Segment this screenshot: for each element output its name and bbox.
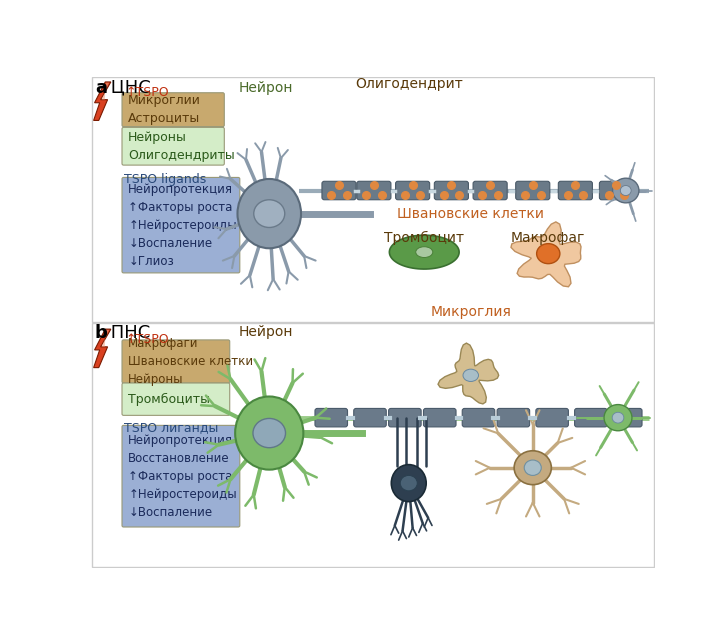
Text: Нейрон: Нейрон <box>238 81 293 95</box>
FancyBboxPatch shape <box>574 408 607 427</box>
FancyBboxPatch shape <box>536 408 569 427</box>
Text: Нейропротекция
↑Факторы роста
↑Нейростероиды
↓Воспаление
↓Глиоз: Нейропротекция ↑Факторы роста ↑Нейростер… <box>128 182 237 268</box>
Text: Нейрон: Нейрон <box>238 325 293 339</box>
Text: Микроглии
Астроциты: Микроглии Астроциты <box>128 94 201 125</box>
FancyBboxPatch shape <box>435 181 468 200</box>
FancyBboxPatch shape <box>354 408 387 427</box>
Text: TSPO лиганды: TSPO лиганды <box>124 422 218 434</box>
FancyBboxPatch shape <box>357 181 391 200</box>
Text: Макрофаги
Швановские клетки
Нейроны: Макрофаги Швановские клетки Нейроны <box>128 337 253 386</box>
FancyBboxPatch shape <box>599 181 633 200</box>
Ellipse shape <box>254 200 285 228</box>
Text: ПНС: ПНС <box>105 323 150 342</box>
FancyBboxPatch shape <box>122 426 240 527</box>
FancyBboxPatch shape <box>515 181 550 200</box>
Ellipse shape <box>237 179 301 248</box>
Polygon shape <box>438 343 499 404</box>
FancyBboxPatch shape <box>122 177 240 273</box>
FancyBboxPatch shape <box>315 408 347 427</box>
Text: Микроглия: Микроглия <box>430 305 511 319</box>
FancyBboxPatch shape <box>122 340 230 383</box>
Ellipse shape <box>463 369 478 382</box>
FancyBboxPatch shape <box>473 181 507 200</box>
FancyBboxPatch shape <box>322 181 356 200</box>
Polygon shape <box>101 330 109 347</box>
Text: Швановские клетки: Швановские клетки <box>397 207 545 221</box>
FancyBboxPatch shape <box>462 408 495 427</box>
Ellipse shape <box>392 464 426 501</box>
FancyBboxPatch shape <box>497 408 530 427</box>
FancyBboxPatch shape <box>609 408 642 427</box>
Text: b: b <box>95 323 108 342</box>
Ellipse shape <box>612 412 624 423</box>
Polygon shape <box>94 82 111 121</box>
Ellipse shape <box>612 178 639 203</box>
Ellipse shape <box>400 475 417 491</box>
Ellipse shape <box>416 247 432 258</box>
FancyBboxPatch shape <box>424 408 456 427</box>
FancyBboxPatch shape <box>558 181 593 200</box>
Ellipse shape <box>620 186 631 195</box>
FancyBboxPatch shape <box>389 408 422 427</box>
Text: ↑TSPO: ↑TSPO <box>126 332 170 346</box>
Text: Тромбоцит: Тромбоцит <box>384 230 464 244</box>
Polygon shape <box>94 329 111 367</box>
Ellipse shape <box>537 244 560 263</box>
Text: ЦНС: ЦНС <box>105 79 151 97</box>
Text: Тромбоциты: Тромбоциты <box>128 392 210 406</box>
FancyBboxPatch shape <box>122 383 230 415</box>
Text: Нейропротекция
Восстановление
↑Факторы роста
↑Нейростероиды
↓Воспаление: Нейропротекция Восстановление ↑Факторы р… <box>128 434 237 519</box>
Ellipse shape <box>604 404 632 431</box>
Text: TSPO ligands: TSPO ligands <box>124 173 206 186</box>
Bar <box>92 323 654 567</box>
Text: Макрофаг: Макрофаг <box>511 230 585 244</box>
FancyBboxPatch shape <box>122 93 224 126</box>
Ellipse shape <box>253 419 285 448</box>
Text: Нейроны
Олигодендриты: Нейроны Олигодендриты <box>128 131 235 162</box>
Polygon shape <box>511 222 581 286</box>
Ellipse shape <box>514 451 551 485</box>
Text: ↑TSPO: ↑TSPO <box>126 86 170 100</box>
Ellipse shape <box>235 396 304 470</box>
Text: a: a <box>95 79 107 97</box>
Polygon shape <box>389 235 459 269</box>
FancyBboxPatch shape <box>395 181 430 200</box>
Polygon shape <box>101 83 109 100</box>
Text: Олигодендрит: Олигодендрит <box>355 77 462 91</box>
Ellipse shape <box>524 460 542 475</box>
FancyBboxPatch shape <box>122 128 224 165</box>
Bar <box>92 77 654 322</box>
